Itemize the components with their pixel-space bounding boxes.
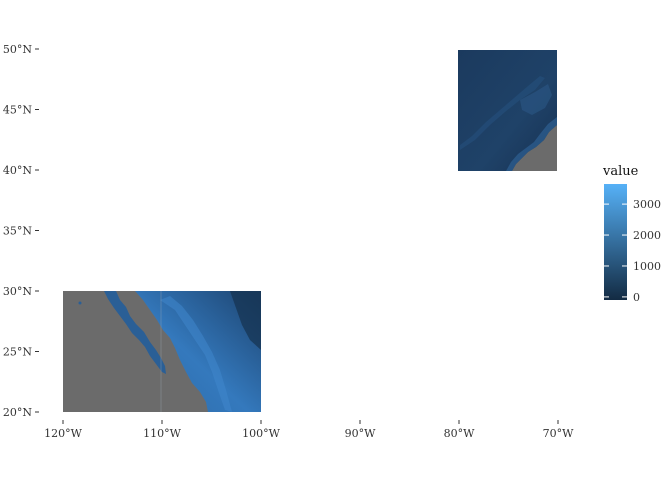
- x-axis: 120°W 110°W 100°W 90°W 80°W 70°W: [44, 420, 574, 440]
- mexico-east-lowland: [230, 291, 261, 350]
- x-tick-label: 80°W: [444, 427, 475, 440]
- legend-colorbar: [604, 184, 627, 300]
- y-tick-label: 35°N: [3, 225, 32, 238]
- northeast-coast-land: [506, 117, 557, 171]
- x-tick-label: 100°W: [242, 427, 280, 440]
- color-legend: value 0 1000 2000 3000: [602, 164, 661, 304]
- x-tick-label: 90°W: [345, 427, 376, 440]
- y-tick-label: 25°N: [3, 346, 32, 359]
- legend-tick-label: 0: [633, 291, 640, 304]
- y-tick-label: 20°N: [3, 406, 32, 419]
- legend-tick-label: 3000: [633, 198, 661, 211]
- legend-title: value: [602, 164, 639, 179]
- northeast-ocean-nodata: [512, 125, 557, 171]
- y-tick-label: 40°N: [3, 164, 32, 177]
- y-tick-label: 45°N: [3, 104, 32, 117]
- northeast-raster: [458, 50, 557, 171]
- x-tick-label: 120°W: [44, 427, 82, 440]
- y-tick-label: 30°N: [3, 285, 32, 298]
- legend-ticks: 0 1000 2000 3000: [604, 198, 661, 304]
- sierra-madre-ridge: [160, 296, 232, 412]
- y-axis: 20°N 25°N 30°N 35°N 40°N 45°N 50°N: [3, 43, 39, 419]
- legend-tick-label: 2000: [633, 229, 661, 242]
- small-island: [78, 301, 82, 305]
- x-tick-label: 70°W: [543, 427, 574, 440]
- x-tick-label: 110°W: [143, 427, 181, 440]
- legend-tick-label: 1000: [633, 260, 661, 273]
- mexico-raster: [63, 291, 261, 412]
- y-tick-label: 50°N: [3, 43, 32, 56]
- adirondack-highland: [520, 84, 552, 115]
- appalachian-ridges: [460, 76, 545, 150]
- mexico-mainland: [135, 291, 261, 412]
- baja-peninsula: [104, 291, 166, 374]
